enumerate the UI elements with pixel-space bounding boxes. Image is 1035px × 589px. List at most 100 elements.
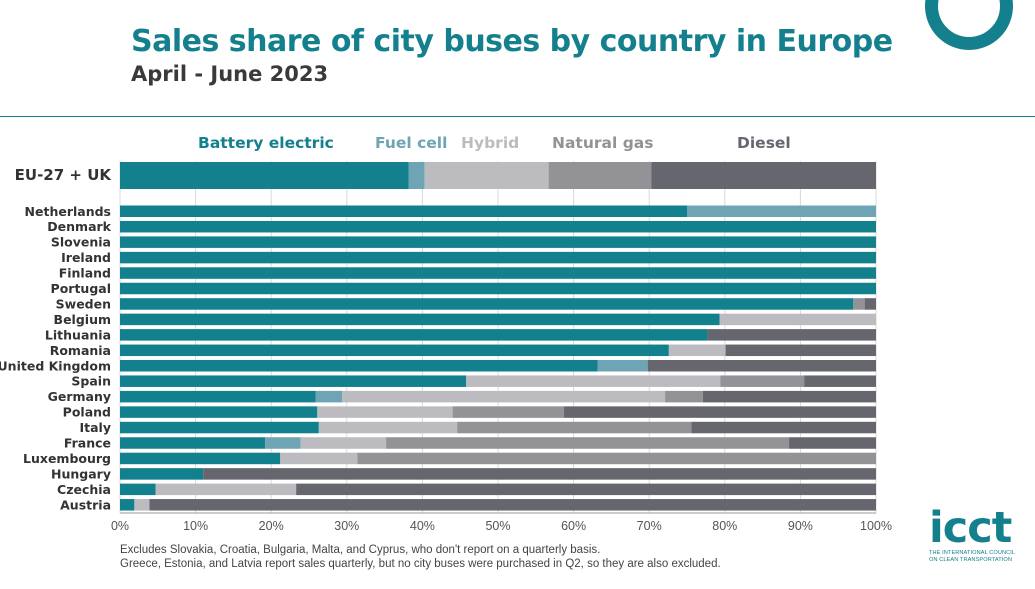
bar-segment [719,313,876,326]
bar-segment [120,313,720,326]
category-label: Portugal [51,281,111,296]
category-label: Sweden [56,296,111,311]
category-label: Slovenia [51,235,111,250]
logo-tagline-1: THE INTERNATIONAL COUNCIL [929,550,1016,556]
x-tick-label: 30% [334,519,359,533]
category-label: Austria [60,497,111,512]
category-label: Poland [63,405,111,420]
x-tick-label: 10% [183,519,208,533]
bar-segment [452,406,564,418]
x-tick-label: 20% [259,519,284,533]
bar-segment [120,220,876,233]
bar-segment [120,360,598,372]
category-label: Germany [48,389,111,404]
x-tick-label: 50% [485,519,510,533]
bar-segment [120,483,156,496]
bar-segment [296,483,876,496]
x-tick-label: 40% [410,519,435,533]
category-label: Luxembourg [23,451,111,466]
legend-hybrid: Hybrid [461,134,520,152]
legend-fuel-cell: Fuel cell [375,134,448,152]
bar-segment [120,282,876,295]
bar-segment [725,344,876,357]
bar-segment [120,452,281,465]
category-label: United Kingdom [0,358,111,373]
category-label: Netherlands [25,204,111,219]
bar-segment [853,298,865,310]
bar-segment [651,162,876,189]
bar-segment [597,360,648,372]
logo-wordmark: icct [929,503,1012,553]
bar-segment [120,390,316,403]
bar-segment [665,390,703,403]
bar-segment [120,298,854,310]
bar-segment [804,375,876,387]
bar-segment [864,298,876,310]
category-label: Finland [59,266,111,281]
bar-segment [120,421,319,434]
bar-segment [720,375,805,387]
bar-segment [280,452,358,465]
bar-segment [668,344,726,357]
bar-segment [134,499,150,511]
bar-segment [466,375,721,387]
bar-segment [457,421,692,434]
bar-segment [120,162,409,189]
x-tick-label: 60% [561,519,586,533]
bar-segment [120,344,669,357]
bar-segment [548,162,652,189]
category-label: France [64,436,111,451]
logo-tagline-2: ON CLEAN TRANSPORTATION [929,556,1013,563]
bar-segment [424,162,549,189]
bar-segment [120,267,876,279]
footnote-1: Excludes Slovakia, Croatia, Bulgaria, Ma… [120,544,601,556]
x-tick-label: 100% [860,519,892,533]
legend-natural-gas: Natural gas [552,134,654,152]
bar-segment [408,162,425,189]
category-label: Romania [50,343,111,358]
bar-segment [687,205,876,217]
bar-segment [120,406,318,418]
bar-segment [120,236,876,248]
bar-segment [315,390,343,403]
header-divider [0,116,1035,117]
bar-segment [357,452,876,465]
category-label: Hungary [51,466,111,481]
bar-segment [120,437,266,449]
category-label: Ireland [61,250,111,265]
bar-segment [120,375,467,387]
bar-segment [203,468,876,480]
stacked-bar-chart: EU-27 + UK NetherlandsDenmarkSloveniaIrel… [0,161,892,533]
bar-segment [155,483,297,496]
x-tick-label: 90% [788,519,813,533]
x-tick-label: 80% [712,519,737,533]
category-label: Spain [71,374,111,389]
legend-diesel: Diesel [737,134,791,152]
bar-segment [386,437,790,449]
category-label: Belgium [54,312,111,327]
chart-title: Sales share of city buses by country in … [131,24,893,59]
bar-segment [707,329,876,341]
bar-segment [691,421,876,434]
bar-segment [149,499,876,511]
icct-logo: icct THE INTERNATIONAL COUNCIL ON CLEAN … [929,506,1025,563]
bar-segment [120,329,708,341]
bar-segment [342,390,666,403]
bar-segment [702,390,876,403]
chart-subtitle: April - June 2023 [131,62,329,86]
bar-segment [300,437,387,449]
x-tick-label: 0% [111,519,129,533]
bar-segment [318,421,458,434]
legend-battery-electric: Battery electric [198,134,334,152]
bar-segment [563,406,876,418]
category-label: Italy [80,420,112,435]
bar-segment [120,205,687,217]
bar-segment [265,437,301,449]
bar-segment [120,499,135,511]
category-label: Denmark [47,219,111,234]
x-tick-label: 70% [637,519,662,533]
category-label: EU-27 + UK [15,166,113,184]
footnote-2: Greece, Estonia, and Latvia report sales… [120,558,721,570]
category-label: Lithuania [45,327,111,342]
bar-segment [789,437,876,449]
